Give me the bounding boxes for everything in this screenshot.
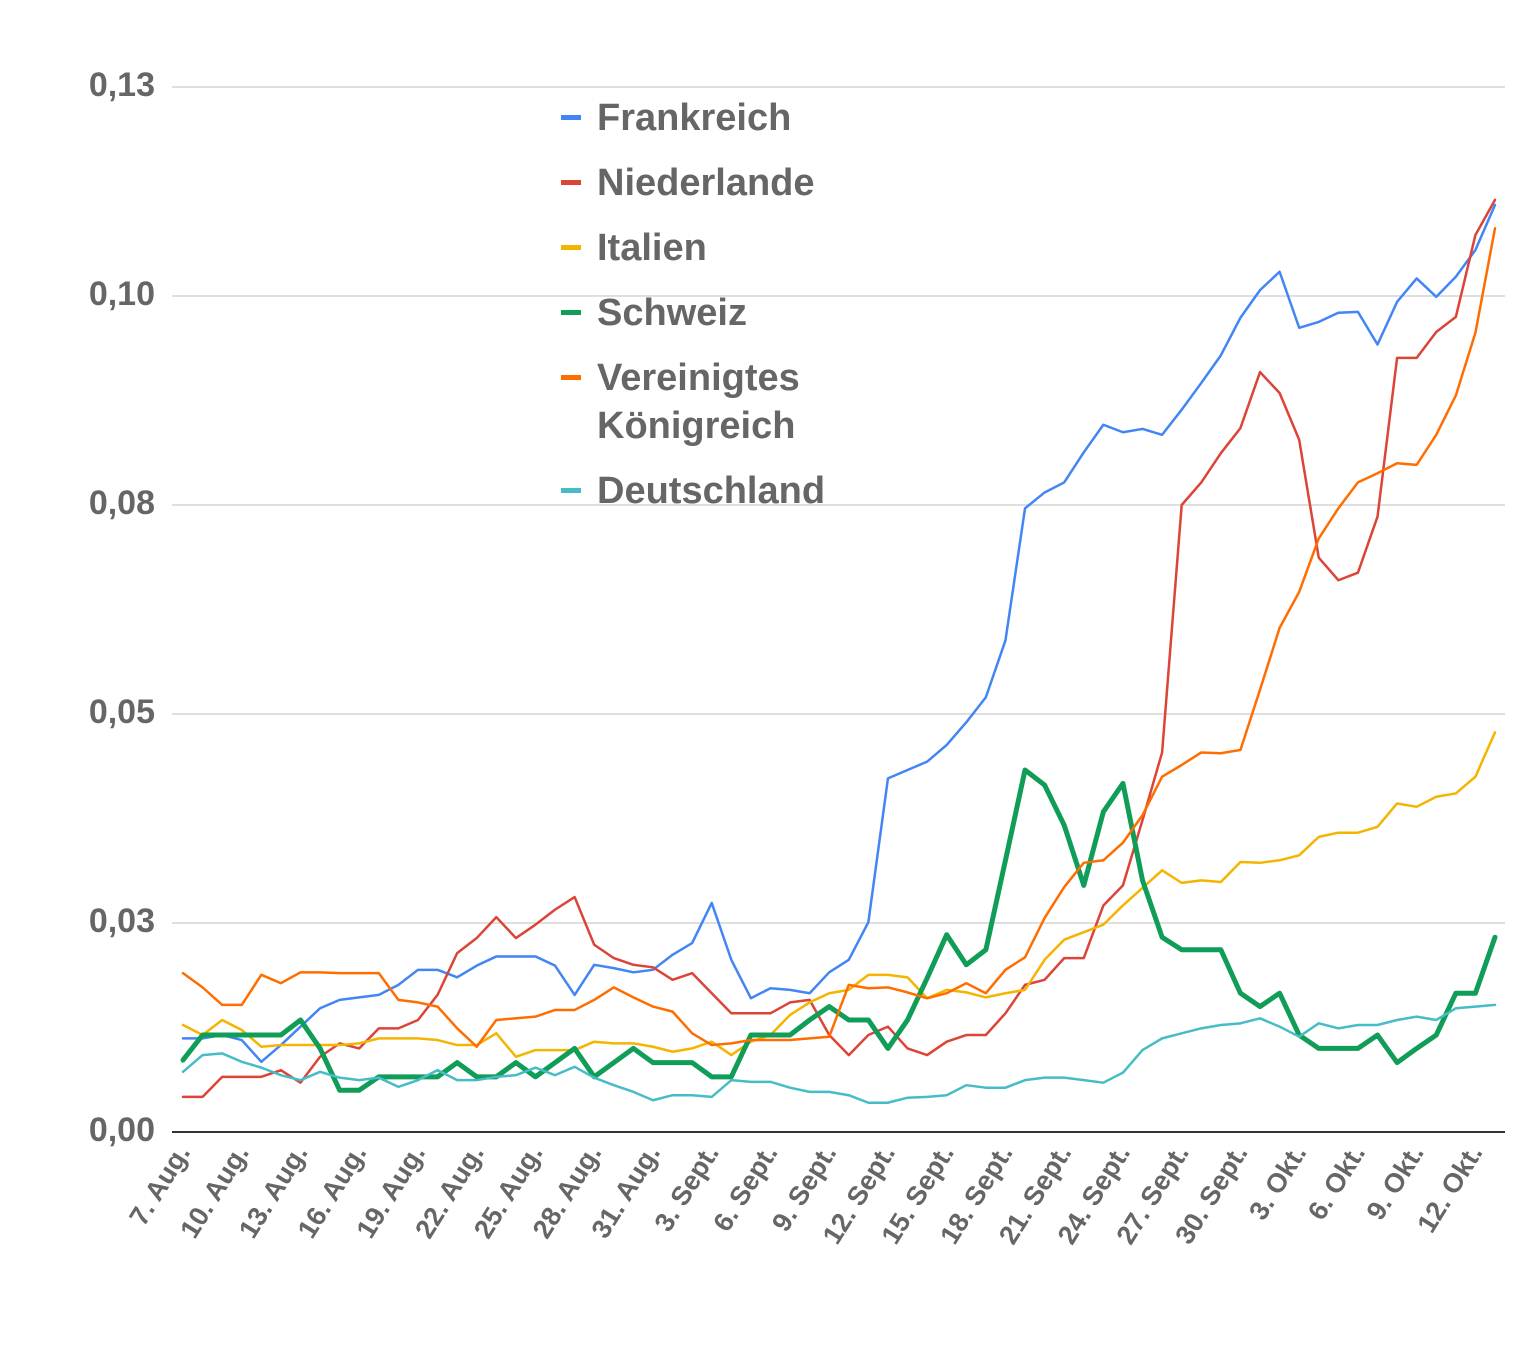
legend-swatch xyxy=(561,115,581,120)
legend-swatch xyxy=(561,310,581,315)
legend-swatch xyxy=(561,488,581,493)
series-line xyxy=(181,198,1497,1099)
y-tick-label: 0,00 xyxy=(89,1111,155,1149)
series-line xyxy=(181,203,1497,1064)
y-tick-label: 0,10 xyxy=(89,275,155,313)
legend-item: Niederlande xyxy=(561,159,897,207)
series-line xyxy=(181,227,1497,1048)
legend-item: Deutschland xyxy=(561,467,897,515)
legend-swatch xyxy=(561,180,581,185)
legend-label: Vereinigtes Königreich xyxy=(597,357,800,447)
series-line xyxy=(180,767,1498,1093)
legend-swatch xyxy=(561,375,581,380)
legend-item: Schweiz xyxy=(561,289,897,337)
legend-label: Deutschland xyxy=(597,470,826,512)
legend: Frankreich Niederlande Italien Schweiz Verei… xyxy=(561,94,897,532)
y-tick-label: 0,03 xyxy=(89,902,155,940)
legend-item: Frankreich xyxy=(561,94,897,142)
legend-label: Schweiz xyxy=(597,292,747,334)
legend-item: Italien xyxy=(561,224,897,272)
legend-label: Frankreich xyxy=(597,97,792,139)
y-tick-label: 0,05 xyxy=(89,693,155,731)
series-line xyxy=(181,731,1497,1059)
legend-swatch xyxy=(561,245,581,250)
legend-item: Vereinigtes Königreich xyxy=(561,354,897,450)
legend-label: Niederlande xyxy=(597,162,815,204)
y-tick-label: 0,13 xyxy=(89,66,155,104)
series-line xyxy=(181,1003,1497,1104)
x-tick-label: 6. Okt. xyxy=(1302,1139,1371,1225)
y-tick-label: 0,08 xyxy=(89,484,155,522)
legend-label: Italien xyxy=(597,227,707,269)
x-tick-label: 3. Okt. xyxy=(1243,1139,1312,1225)
